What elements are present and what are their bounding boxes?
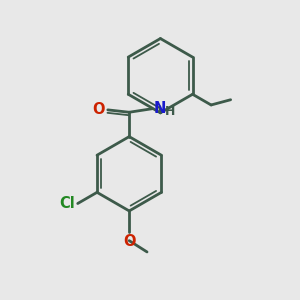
Text: H: H xyxy=(165,105,175,118)
Text: O: O xyxy=(92,102,105,117)
Text: Cl: Cl xyxy=(60,196,75,211)
Text: N: N xyxy=(154,101,166,116)
Text: O: O xyxy=(123,233,135,248)
